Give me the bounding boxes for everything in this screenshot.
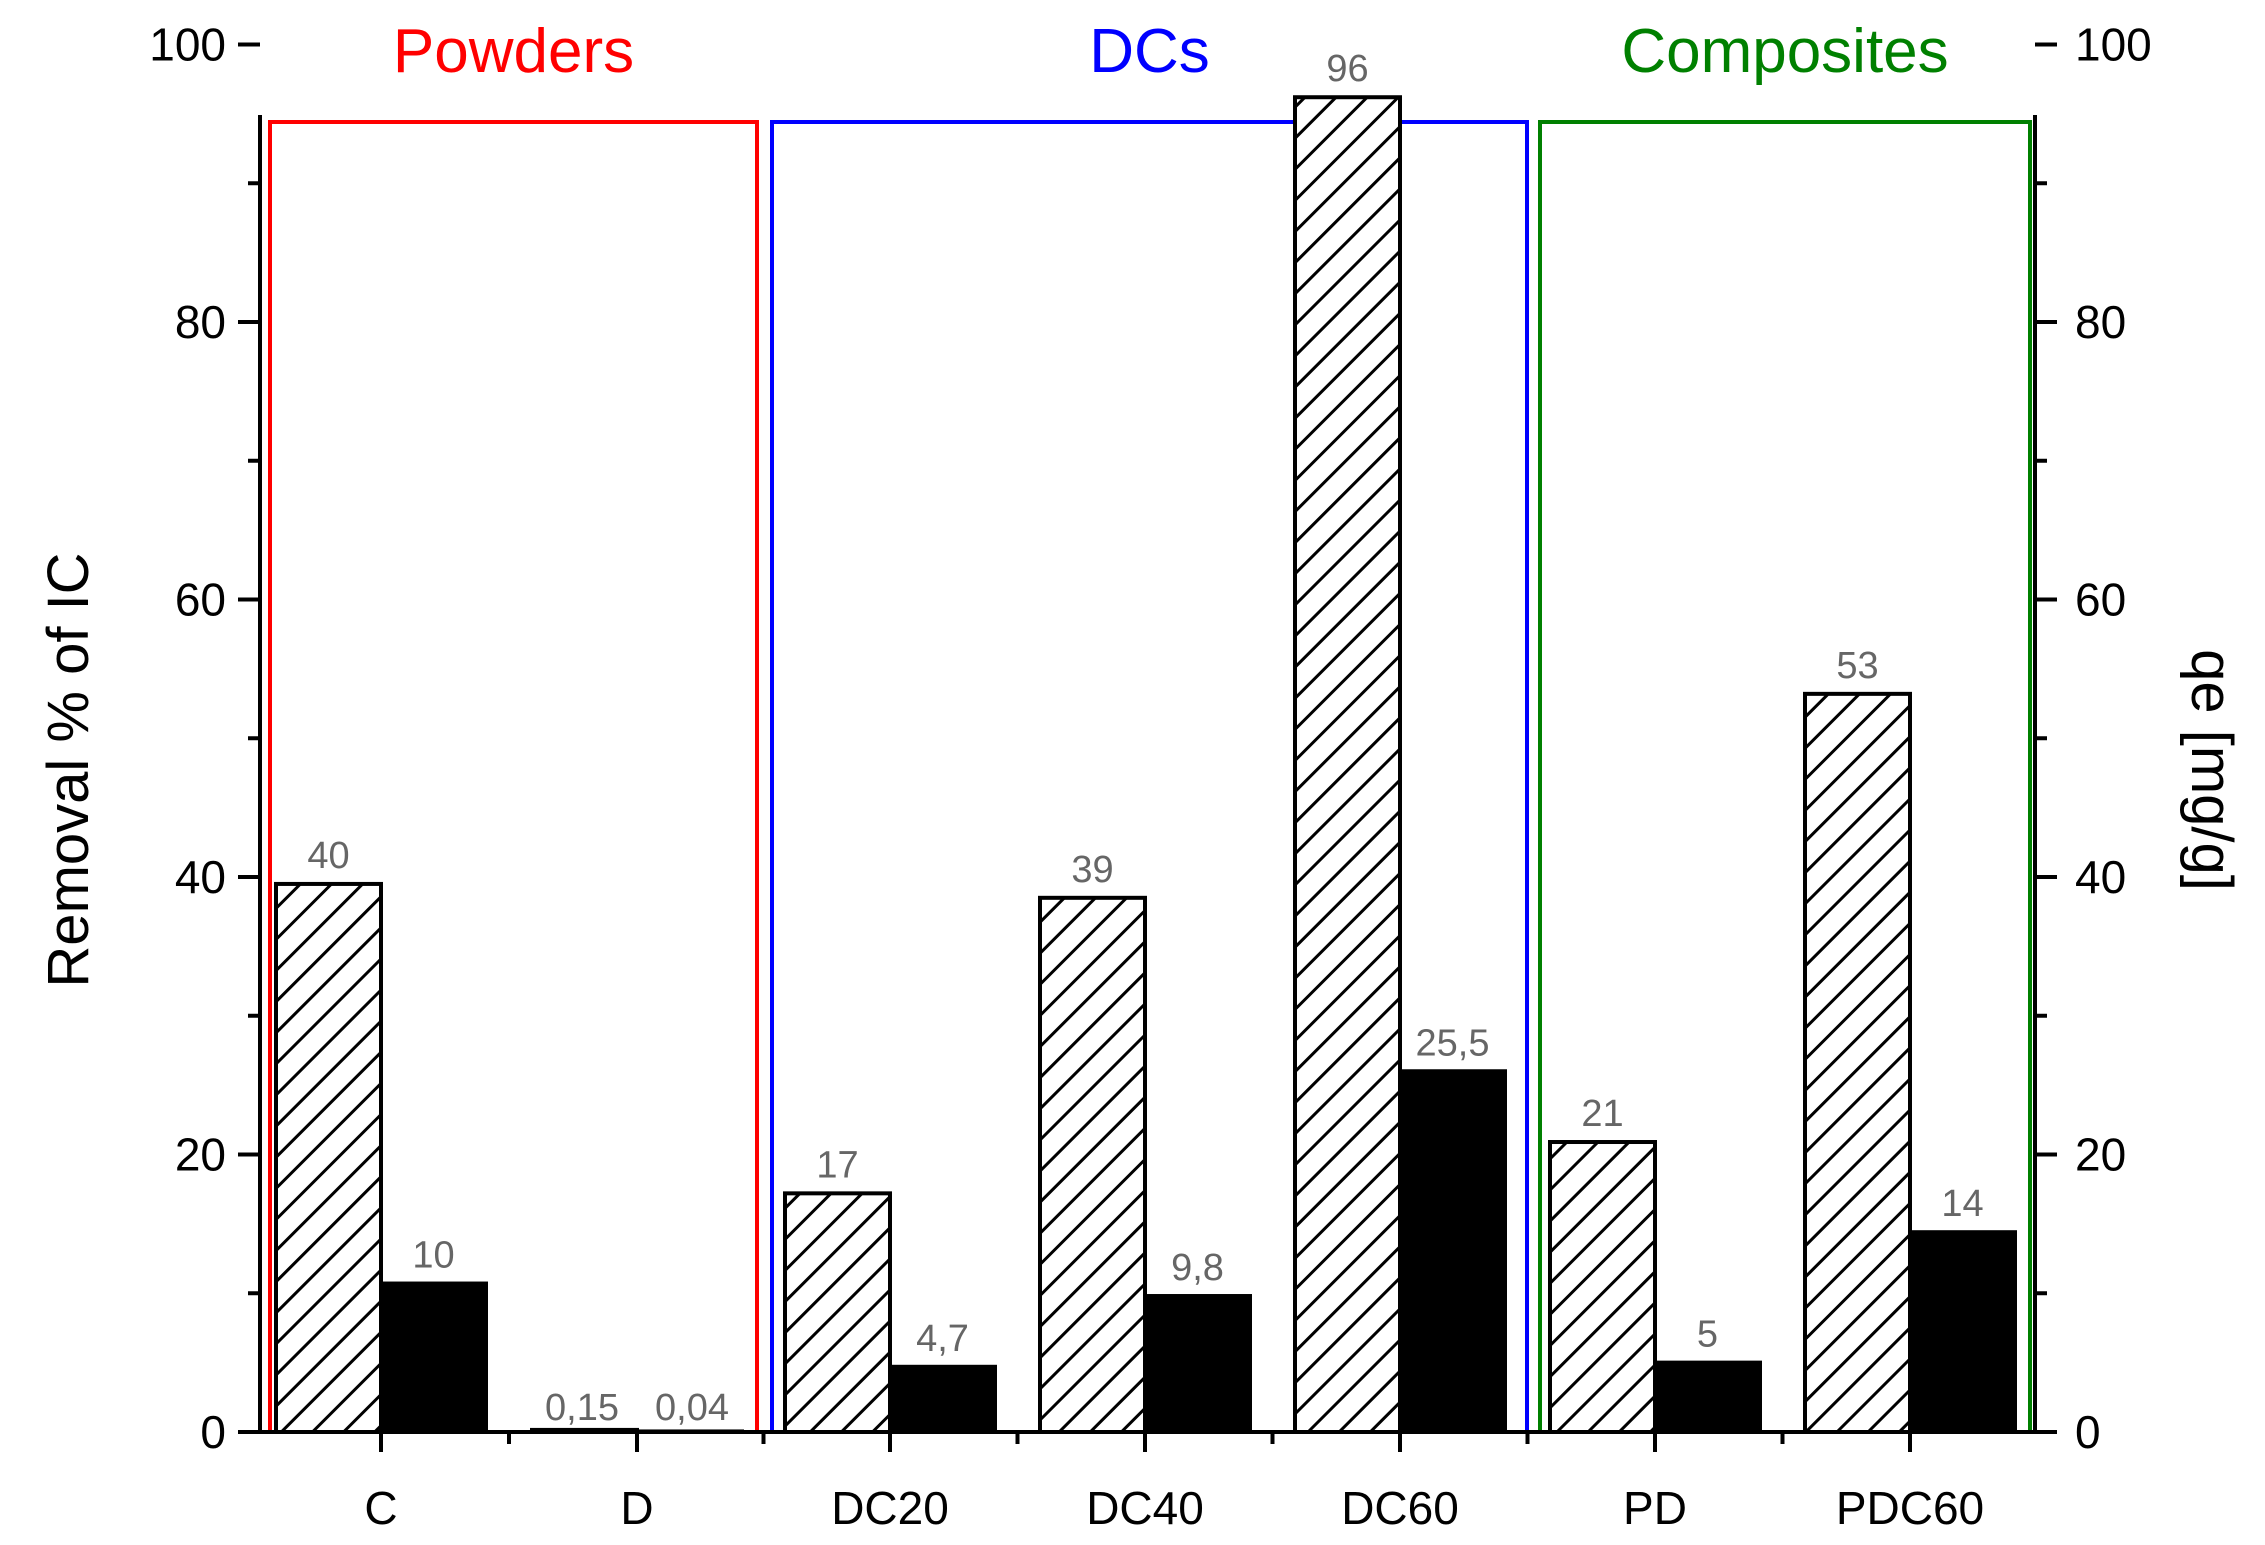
x-tick-label-dc20: DC20 [831,1482,949,1534]
right-tick-label: 40 [2075,851,2126,903]
data-label-removal-c: 40 [307,835,349,877]
data-label-qe-pd: 5 [1697,1314,1718,1356]
right-y-ticks: 0 20 40 60 80 100 [2035,19,2152,1458]
bar-removal-pd [1548,1140,1657,1434]
right-tick-label: 100 [2075,19,2152,71]
x-tick-label-dc40: DC40 [1086,1482,1204,1534]
data-label-removal-dc60: 96 [1326,48,1368,90]
bar-qe-pdc60 [1908,1230,2017,1434]
left-y-ticks: 0 20 40 60 80 100 [149,19,260,1458]
data-label-removal-dc40: 39 [1071,849,1113,891]
group-label-composites: Composites [1621,17,1948,86]
data-label-qe-dc60: 25,5 [1416,1022,1490,1064]
axes [258,115,2037,1434]
bar-removal-dc20 [783,1191,892,1434]
data-label-qe-d: 0,04 [655,1387,729,1429]
bars [274,95,2017,1435]
data-label-qe-c: 10 [412,1235,454,1277]
bar-qe-dc20 [888,1364,997,1434]
bar-removal-c [274,881,383,1434]
left-tick-label: 0 [200,1406,226,1458]
x-ticks: C D DC20 DC40 DC60 PD PDC60 [364,1432,1984,1534]
left-tick-label: 100 [149,19,226,71]
group-label-dcs: DCs [1089,17,1210,86]
right-tick-label: 0 [2075,1406,2101,1458]
bar-qe-dc60 [1398,1069,1507,1434]
bar-removal-dc60 [1293,95,1402,1435]
right-tick-label: 80 [2075,296,2126,348]
data-label-removal-pdc60: 53 [1836,645,1878,687]
data-label-qe-dc20: 4,7 [916,1318,969,1360]
x-tick-label-pd: PD [1623,1482,1687,1534]
right-tick-label: 20 [2075,1129,2126,1181]
x-tick-label-d: D [620,1482,653,1534]
left-tick-label: 60 [175,574,226,626]
data-label-qe-dc40: 9,8 [1171,1247,1224,1289]
bar-qe-dc40 [1143,1294,1252,1435]
data-label-removal-pd: 21 [1581,1093,1623,1135]
right-tick-label: 60 [2075,574,2126,626]
x-tick-label-pdc60: PDC60 [1836,1482,1984,1534]
bar-removal-dc40 [1038,895,1147,1434]
x-tick-label-dc60: DC60 [1341,1482,1459,1534]
bar-qe-pd [1653,1360,1762,1434]
y-axis-title: Removal % of IC [36,552,101,987]
data-label-removal-dc20: 17 [816,1144,858,1186]
data-label-qe-pdc60: 14 [1941,1183,1983,1225]
bar-labels: 40 10 0,15 0,04 17 4,7 39 9,8 96 25,5 21 5 53 14 [307,48,1983,1429]
group-label-powders: Powders [393,17,634,86]
bar-qe-c [379,1281,488,1434]
bar-removal-pdc60 [1803,691,1912,1434]
group-boxes [268,120,2032,1434]
group-labels: Powders DCs Composites [393,17,1949,86]
left-tick-label: 20 [175,1129,226,1181]
data-label-removal-d: 0,15 [545,1387,619,1429]
left-tick-label: 40 [175,851,226,903]
y2-axis-title: qe [mg/g] [2179,649,2244,891]
x-tick-label-c: C [364,1482,397,1534]
left-tick-label: 80 [175,296,226,348]
